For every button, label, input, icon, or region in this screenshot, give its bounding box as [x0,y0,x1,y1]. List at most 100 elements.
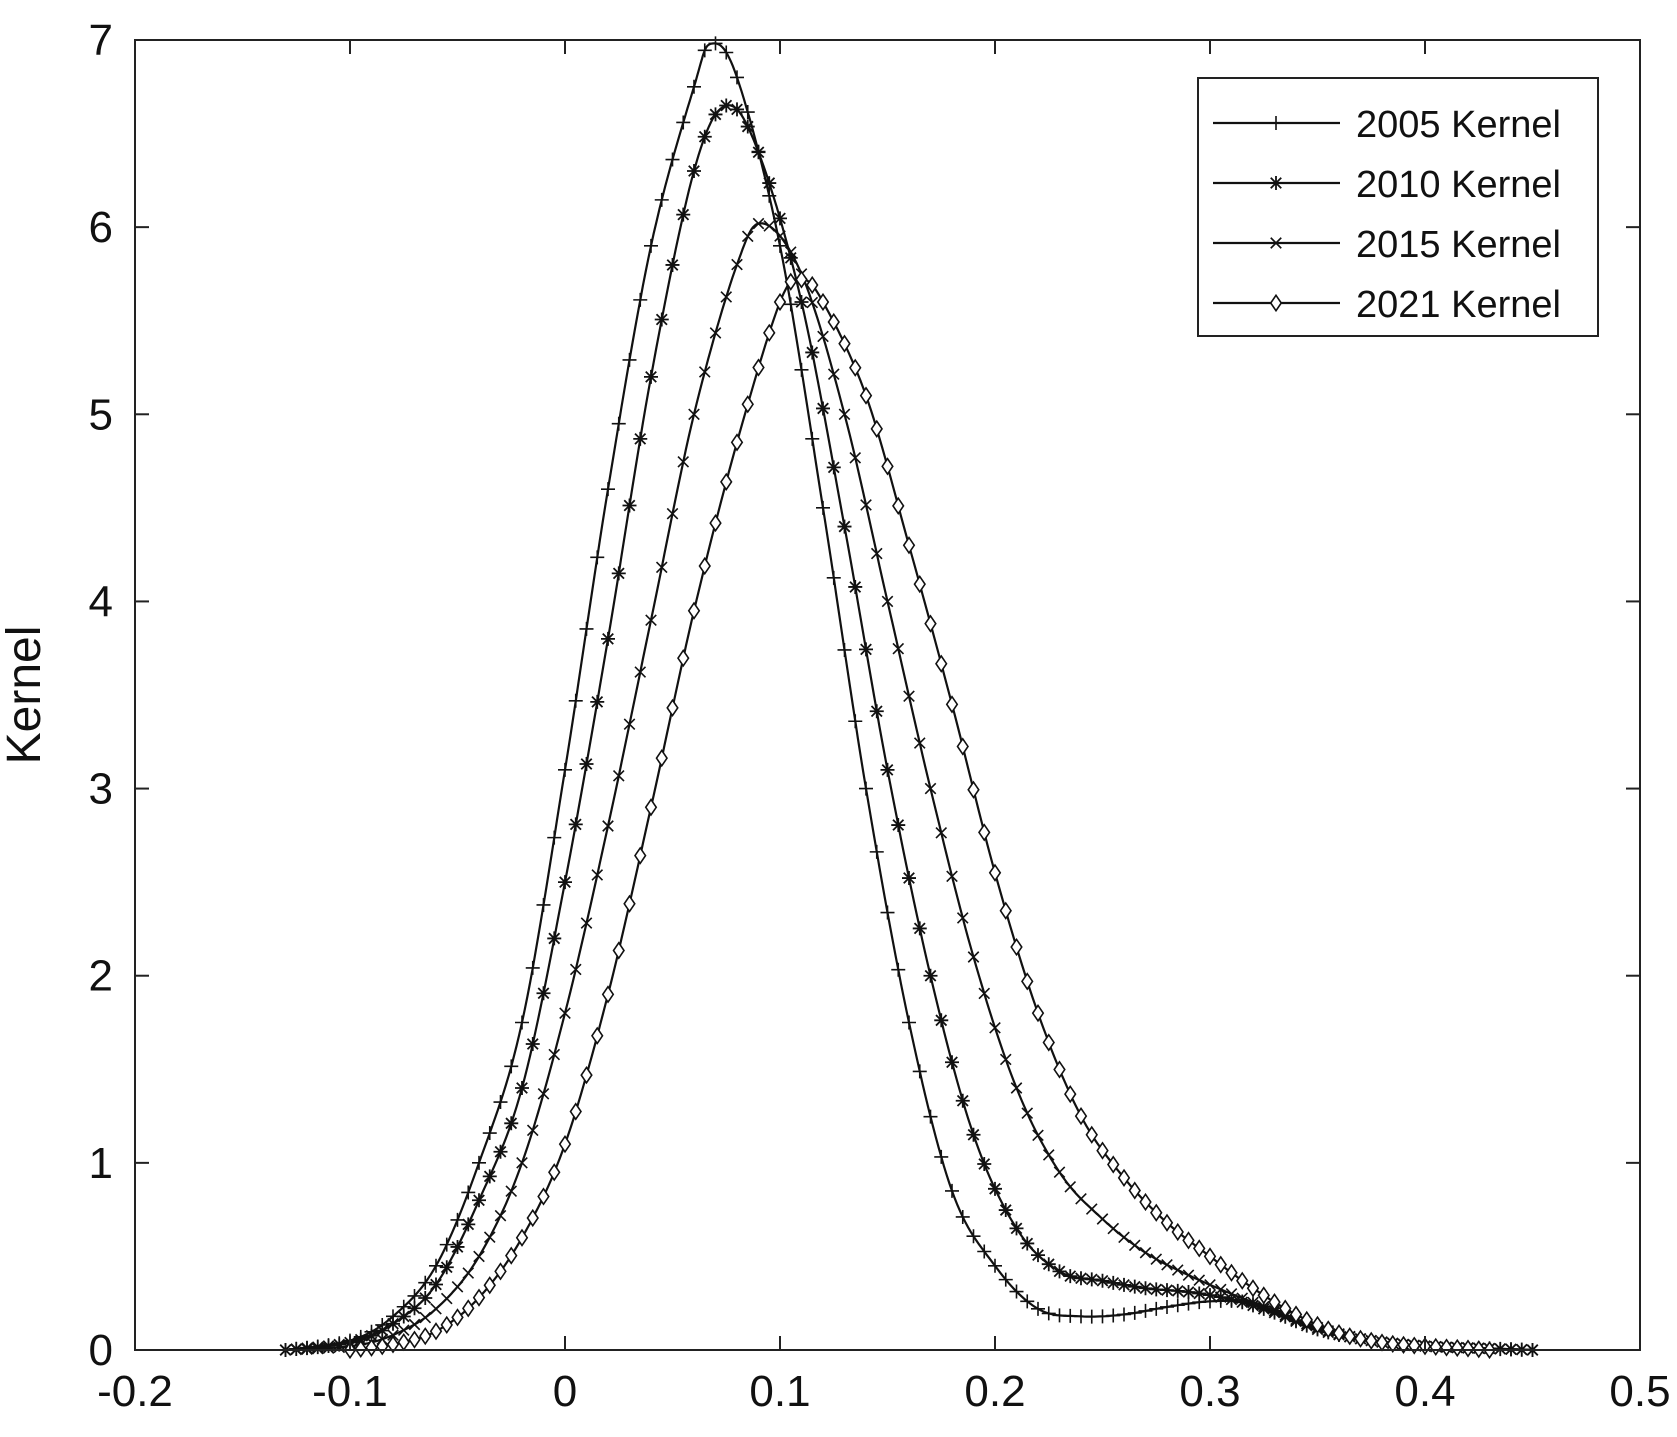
data-point [978,823,991,842]
data-point [1236,1292,1249,1305]
x-tick-label: 0.3 [1179,1367,1240,1416]
legend-label: 2005 Kernel [1356,104,1561,146]
data-point [622,352,637,367]
data-point [869,704,884,719]
data-point [1247,1296,1259,1309]
data-point [590,694,605,709]
data-point [332,1337,347,1352]
data-point [1181,1284,1196,1299]
legend-box [1197,77,1599,337]
data-point [622,498,637,513]
data-point [859,386,873,405]
data-point [708,36,723,51]
data-point [579,621,594,636]
data-point [1267,1305,1282,1320]
data-point [547,931,562,946]
data-point [644,369,658,384]
data-point [1127,1305,1142,1320]
data-point [999,1053,1012,1066]
legend-marker [1269,176,1283,190]
data-point [892,496,905,516]
data-point [763,323,776,342]
data-point [741,395,754,414]
data-point [880,905,895,920]
data-point [719,98,734,113]
data-point [688,408,700,421]
data-point [364,1328,379,1343]
data-point [473,1250,485,1263]
data-point [408,1318,421,1331]
data-point [537,1088,550,1100]
data-point [579,757,594,772]
legend-label: 2021 Kernel [1356,284,1561,326]
data-point [419,1327,432,1346]
data-point [731,258,743,271]
data-point [1160,1283,1174,1298]
y-tick-label: 0 [89,1326,113,1375]
data-point [1106,1308,1121,1323]
data-point [698,556,711,576]
y-tick-label: 5 [89,390,113,439]
data-point [773,238,787,253]
data-point [559,1007,571,1019]
data-point [536,986,551,1001]
data-point [1343,1327,1356,1346]
data-point [462,1299,475,1318]
data-point [494,1209,507,1222]
data-point [773,211,787,226]
data-point [568,817,583,832]
legend-marker [1269,116,1283,130]
data-point [859,781,873,796]
data-point [666,698,679,717]
data-point [1010,1082,1023,1094]
data-point [504,1059,519,1074]
data-point [505,1185,518,1197]
data-point [860,499,872,511]
data-point [1160,1299,1174,1314]
data-point [633,431,648,446]
data-point [827,368,840,380]
data-point [805,345,820,360]
data-point [923,1109,938,1124]
data-point [1032,1129,1044,1142]
data-point [536,897,551,912]
data-point [1193,1274,1206,1286]
data-point [1149,1282,1164,1297]
data-point [310,1340,325,1355]
data-point [1203,1288,1217,1303]
data-point [1139,1192,1152,1212]
data-point [912,1064,927,1079]
data-point [548,1048,561,1061]
data-point [1139,1246,1152,1259]
data-point [537,1187,550,1206]
data-point [525,1036,540,1051]
data-point [1042,1149,1055,1161]
data-point [1214,1283,1227,1296]
data-point [956,737,969,756]
data-point [676,115,691,130]
data-point [687,164,701,178]
data-point [1161,1259,1173,1271]
data-point [590,550,605,565]
data-point [697,129,712,144]
data-point [580,1066,593,1085]
data-point [493,1095,508,1110]
data-point [676,207,691,222]
data-point [1279,1299,1292,1318]
data-point [483,1231,496,1244]
data-point [396,1309,411,1324]
data-point [708,107,723,122]
data-point [450,1212,465,1227]
data-point [998,1272,1013,1287]
data-point [956,912,969,924]
data-point [1170,1283,1185,1298]
data-point [1096,1213,1109,1225]
data-point [1127,1279,1142,1294]
data-point [558,762,572,777]
data-point [1031,1248,1045,1263]
legend-item: 2010 Kernel [1213,164,1561,206]
data-point [472,1288,486,1307]
y-tick-label: 6 [89,203,113,252]
data-point [935,827,948,839]
data-point [1171,1222,1184,1242]
